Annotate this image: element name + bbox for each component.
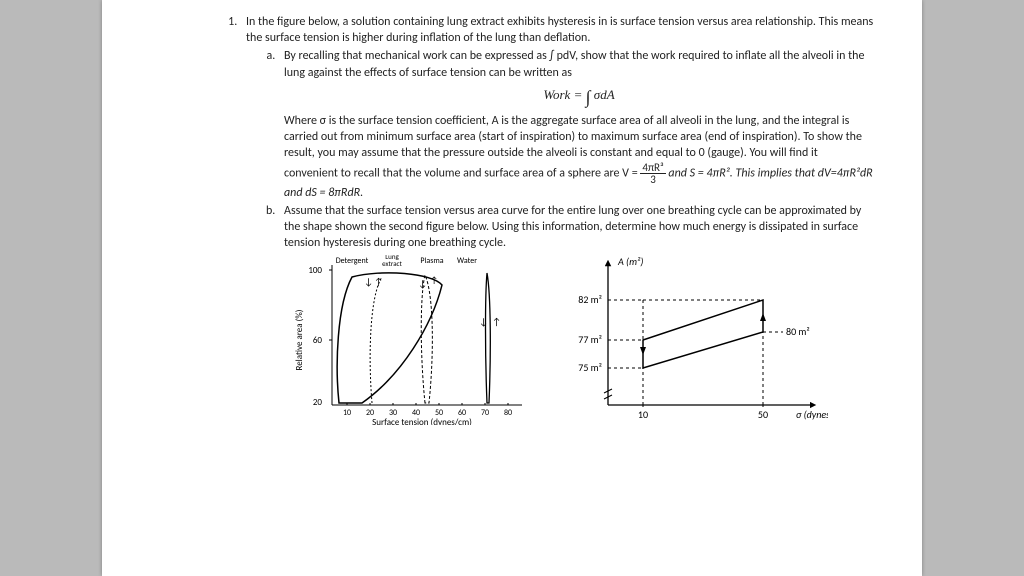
svg-text:20: 20	[313, 397, 323, 408]
svg-text:50: 50	[758, 408, 768, 421]
question-1: In the figure below, a solution containi…	[240, 14, 874, 425]
svg-text:extract: extract	[382, 259, 402, 268]
figure-1: 100 60 20 10 20 30 40 50 60 70 80	[292, 255, 532, 425]
figure-2: A (m²) σ (dynes/cm) 82 m² 77 m² 75 m² 80…	[568, 255, 828, 425]
svg-text:60: 60	[313, 335, 323, 346]
figures-row: 100 60 20 10 20 30 40 50 60 70 80	[246, 255, 874, 425]
svg-text:70: 70	[481, 408, 489, 418]
svg-text:77 m²: 77 m²	[578, 333, 602, 346]
subparts: By recalling that mechanical work can be…	[246, 48, 874, 251]
svg-text:10: 10	[638, 408, 648, 421]
part-a: By recalling that mechanical work can be…	[278, 48, 874, 200]
svg-text:A (m²): A (m²)	[617, 255, 643, 268]
svg-text:↓: ↓	[479, 315, 488, 328]
svg-text:10: 10	[343, 408, 351, 418]
svg-text:↓: ↓	[364, 275, 373, 288]
fraction: 4πR³ 3	[640, 162, 665, 185]
part-a-text1: By recalling that mechanical work can be…	[284, 49, 864, 79]
part-b: Assume that the surface tension versus a…	[278, 203, 874, 252]
question-list: In the figure below, a solution containi…	[150, 14, 874, 425]
svg-text:σ (dynes/cm): σ (dynes/cm)	[796, 408, 828, 421]
svg-text:Water: Water	[457, 256, 477, 266]
frac-num: 4πR³	[640, 162, 665, 174]
part-b-text: Assume that the surface tension versus a…	[284, 204, 861, 250]
svg-text:Plasma: Plasma	[420, 256, 443, 266]
frac-den: 3	[640, 174, 665, 185]
equation-work: Work = ∫ σdA	[284, 85, 874, 109]
svg-text:Detergent: Detergent	[336, 256, 369, 266]
svg-text:↑: ↑	[492, 315, 501, 328]
svg-text:Relative area (%): Relative area (%)	[294, 310, 305, 371]
svg-text:75 m²: 75 m²	[578, 361, 602, 374]
svg-text:100: 100	[308, 265, 322, 276]
svg-text:80: 80	[504, 408, 512, 418]
q1-intro: In the figure below, a solution containi…	[246, 15, 873, 45]
svg-text:↑: ↑	[374, 275, 383, 288]
svg-text:82 m²: 82 m²	[578, 293, 602, 306]
svg-text:↓: ↓	[418, 277, 427, 290]
svg-text:↑: ↑	[430, 275, 438, 286]
svg-text:Surface tension (dynes/cm): Surface tension (dynes/cm)	[372, 417, 472, 425]
svg-text:80 m²: 80 m²	[786, 325, 810, 338]
document-page: In the figure below, a solution containi…	[102, 0, 922, 576]
